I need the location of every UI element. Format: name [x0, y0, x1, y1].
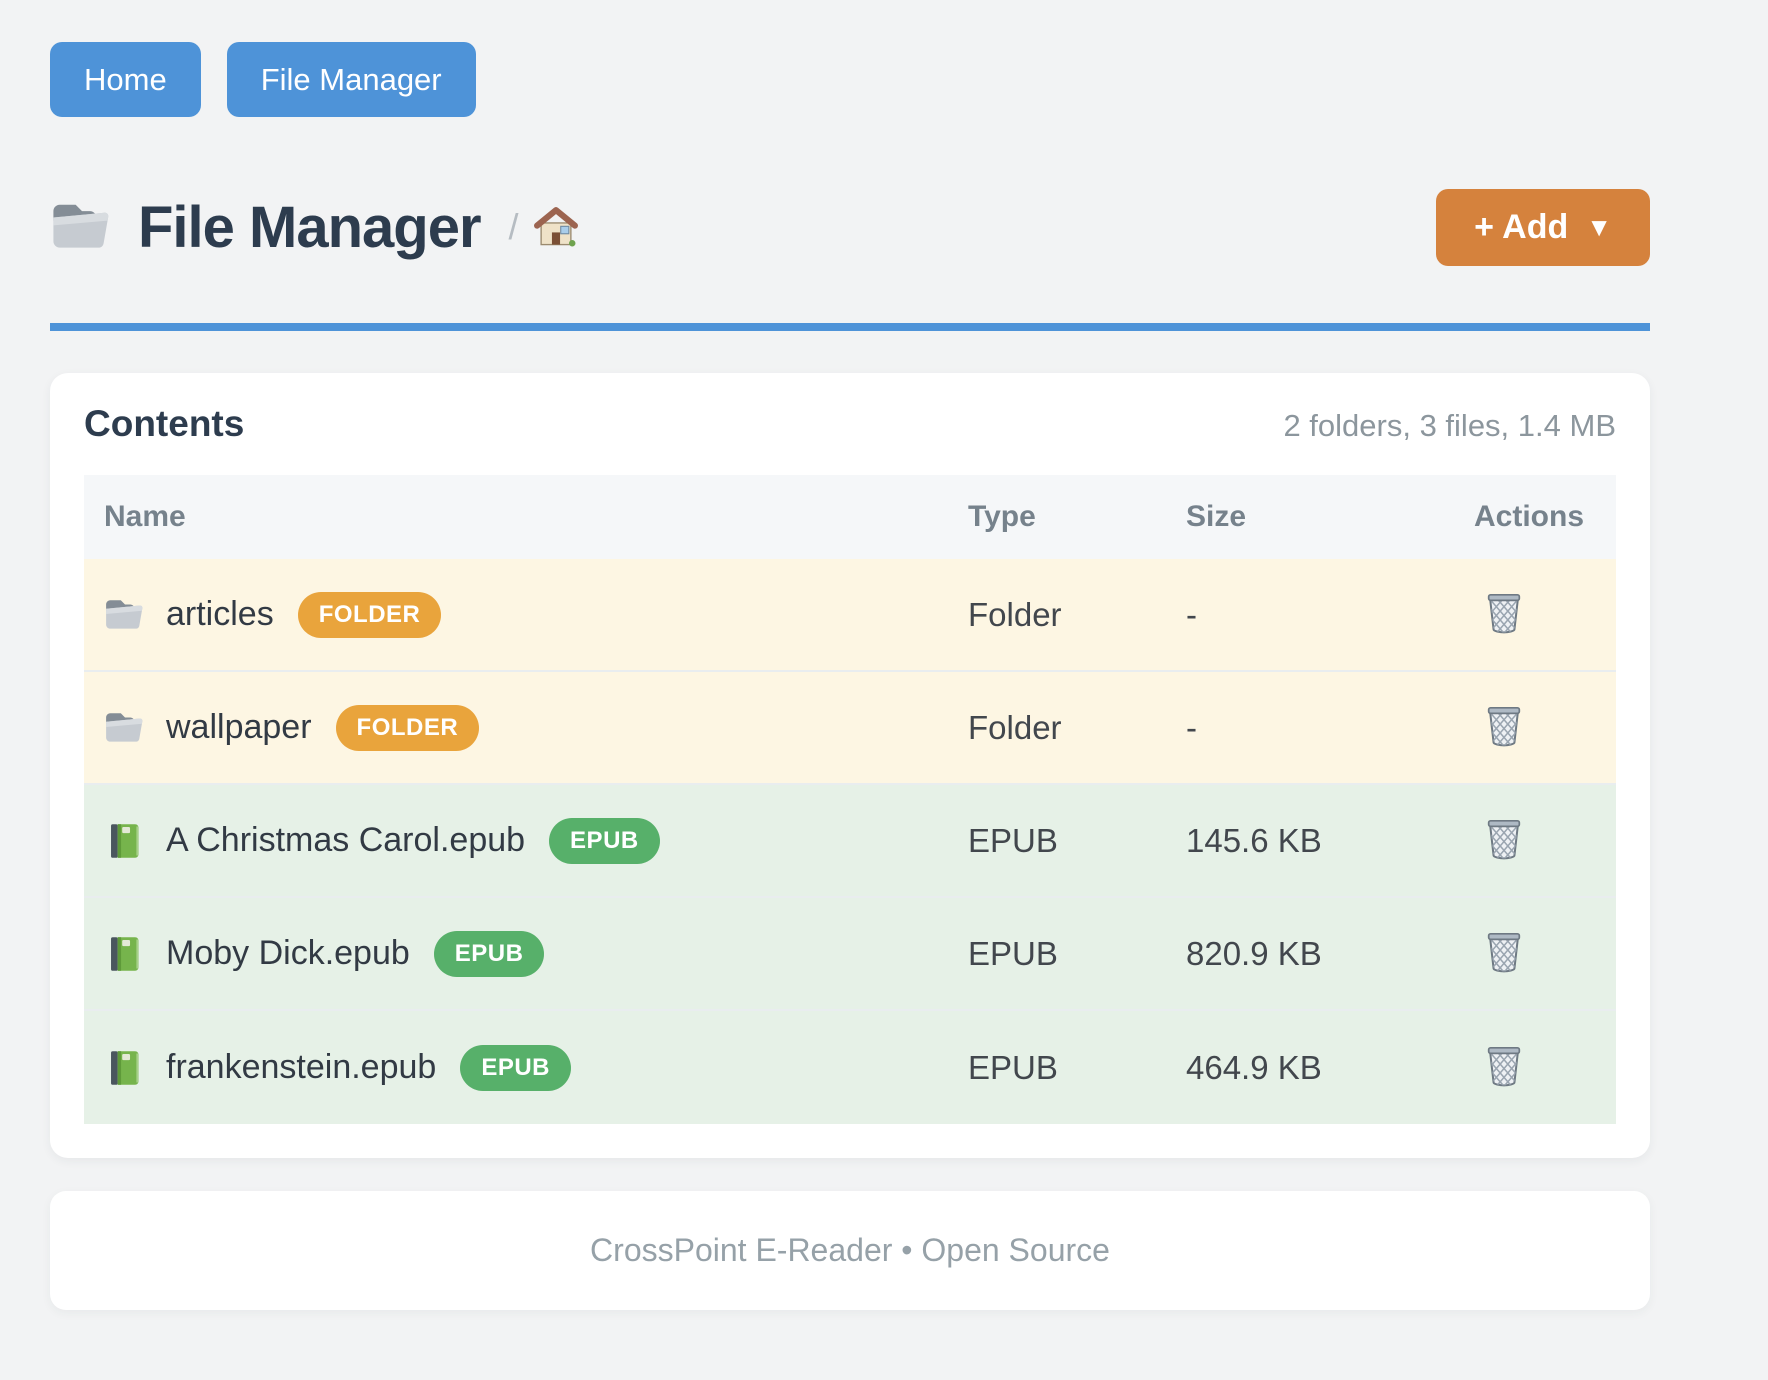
file-name-link[interactable]: frankenstein.epub [166, 1048, 436, 1087]
folder-icon [104, 596, 146, 634]
footer-text: CrossPoint E-Reader • Open Source [590, 1232, 1110, 1269]
breadcrumb: / [509, 205, 579, 249]
trash-icon[interactable] [1474, 928, 1524, 974]
book-icon [104, 1049, 146, 1087]
trash-icon[interactable] [1474, 589, 1524, 635]
contents-summary: 2 folders, 3 files, 1.4 MB [1283, 408, 1616, 444]
contents-card: Contents 2 folders, 3 files, 1.4 MB Name… [50, 373, 1650, 1158]
add-button-label: + Add [1474, 208, 1568, 247]
size-cell: - [1186, 596, 1474, 634]
type-badge: EPUB [434, 931, 545, 977]
type-cell: Folder [968, 596, 1186, 634]
chevron-down-icon: ▼ [1586, 214, 1612, 240]
top-nav: Home File Manager [50, 0, 1650, 117]
book-icon [104, 822, 146, 860]
size-cell: 464.9 KB [1186, 1049, 1474, 1087]
page-title: File Manager [138, 194, 481, 261]
table-header-row: Name Type Size Actions [84, 475, 1616, 559]
folder-icon [50, 200, 114, 254]
table-row: articles FOLDER Folder - [84, 559, 1616, 672]
size-cell: - [1186, 709, 1474, 747]
home-icon[interactable] [533, 205, 579, 249]
contents-heading: Contents [84, 403, 244, 445]
column-header-name: Name [84, 500, 968, 534]
footer: CrossPoint E-Reader • Open Source [50, 1191, 1650, 1310]
add-button[interactable]: + Add ▼ [1436, 189, 1650, 266]
table-row: A Christmas Carol.epub EPUB EPUB 145.6 K… [84, 785, 1616, 898]
page-header: File Manager / + Add ▼ [50, 187, 1650, 267]
folder-icon [104, 709, 146, 747]
file-table: Name Type Size Actions articles FOLDER F… [84, 475, 1616, 1124]
type-cell: EPUB [968, 1049, 1186, 1087]
file-manager-nav-button[interactable]: File Manager [227, 42, 476, 117]
type-badge: EPUB [549, 818, 660, 864]
type-cell: Folder [968, 709, 1186, 747]
size-cell: 145.6 KB [1186, 822, 1474, 860]
type-cell: EPUB [968, 935, 1186, 973]
trash-icon[interactable] [1474, 702, 1524, 748]
type-cell: EPUB [968, 822, 1186, 860]
column-header-type: Type [968, 500, 1186, 534]
column-header-actions: Actions [1474, 500, 1616, 534]
breadcrumb-separator: / [509, 206, 519, 248]
page: Home File Manager File Manager / + Add ▼… [50, 0, 1650, 1310]
file-name-link[interactable]: Moby Dick.epub [166, 934, 410, 973]
contents-card-header: Contents 2 folders, 3 files, 1.4 MB [84, 403, 1616, 449]
size-cell: 820.9 KB [1186, 935, 1474, 973]
type-badge: EPUB [460, 1045, 571, 1091]
file-name-link[interactable]: wallpaper [166, 708, 312, 747]
trash-icon[interactable] [1474, 1042, 1524, 1088]
type-badge: FOLDER [336, 705, 480, 751]
file-name-link[interactable]: A Christmas Carol.epub [166, 821, 525, 860]
column-header-size: Size [1186, 500, 1474, 534]
title-group: File Manager [50, 194, 481, 261]
title-divider [50, 323, 1650, 331]
file-name-link[interactable]: articles [166, 595, 274, 634]
table-row: wallpaper FOLDER Folder - [84, 672, 1616, 785]
type-badge: FOLDER [298, 592, 442, 638]
table-row: frankenstein.epub EPUB EPUB 464.9 KB [84, 1011, 1616, 1124]
trash-icon[interactable] [1474, 815, 1524, 861]
book-icon [104, 935, 146, 973]
home-nav-button[interactable]: Home [50, 42, 201, 117]
table-row: Moby Dick.epub EPUB EPUB 820.9 KB [84, 898, 1616, 1011]
